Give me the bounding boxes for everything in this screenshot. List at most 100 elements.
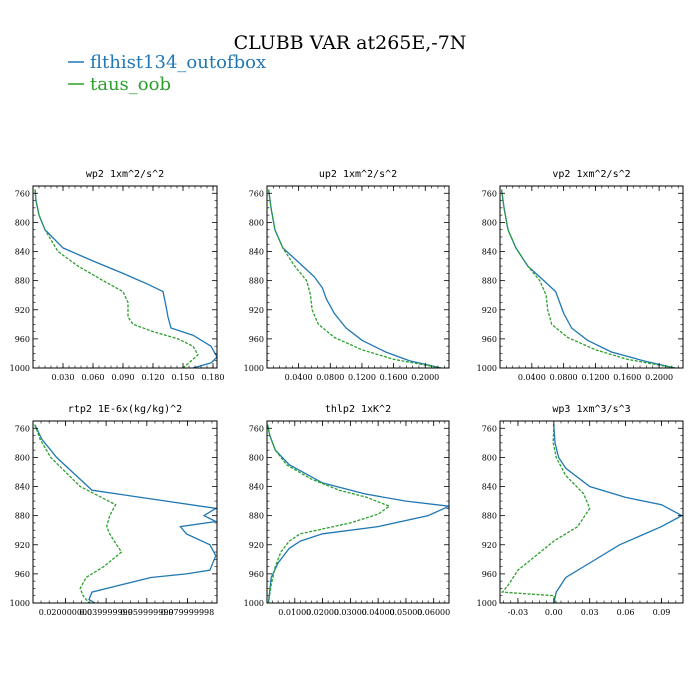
x-tick-label: 0.059999999 <box>120 608 173 617</box>
y-tick-label: 800 <box>482 453 497 462</box>
series-line-wp3-taus-oob <box>501 424 591 603</box>
y-tick-label: 760 <box>249 189 264 198</box>
plot-frame-rtp2 <box>32 420 218 604</box>
y-tick-label: 760 <box>482 189 497 198</box>
panel-title-wp2: wp2 1xm^2/s^2 <box>86 169 164 180</box>
x-tick-label: 0.039999999 <box>79 608 132 617</box>
series-line-wp2-taus-oob <box>34 189 199 368</box>
y-tick-label: 1000 <box>477 599 497 608</box>
x-tick-label: 0.060 <box>82 373 105 382</box>
x-tick-label: 0.0800 <box>316 373 344 382</box>
x-tick-label: 0.01000 <box>278 608 311 617</box>
plot-frame-wp3 <box>499 420 684 604</box>
x-tick-label: 0.02000 <box>306 608 339 617</box>
panels: wp2 1xm^2/s^276080084088092096010000.030… <box>10 169 684 617</box>
y-tick-label: 1000 <box>244 364 264 373</box>
panel-wp2: wp2 1xm^2/s^2 760 800 840 880 920 960 1000 0.030… <box>10 169 225 382</box>
panel-up2: up2 1xm^2/s^2 760 800 840 880 920 960 1000 0.040… <box>244 169 450 382</box>
y-tick-label: 880 <box>482 512 497 521</box>
y-tick-label: 920 <box>15 306 30 315</box>
y-tick-label: 920 <box>482 306 497 315</box>
panel-rtp2: rtp2 1E-6x(kg/kg)^2 760 800 840 880 920 960 100… <box>10 404 218 617</box>
x-tick-label: 0.030 <box>52 373 75 382</box>
y-tick-label: 880 <box>15 512 30 521</box>
panel-vp2: vp2 1xm^2/s^2 760 800 840 880 920 960 1000 0.040… <box>477 169 684 382</box>
series-line-vp2-flthist134-outofbox <box>500 189 676 368</box>
panel-thlp2: thlp2 1xK^2 760 800 840 880 920 960 1000 0.01000… <box>244 404 451 617</box>
x-tick-label: 0.1200 <box>581 373 609 382</box>
plot-frame-thlp2 <box>266 420 450 604</box>
y-tick-label: 920 <box>249 541 264 550</box>
y-tick-label: 800 <box>482 218 497 227</box>
y-tick-label: 800 <box>249 453 264 462</box>
y-tick-label: 760 <box>15 189 30 198</box>
series-line-rtp2-taus-oob <box>34 424 123 603</box>
series-line-thlp2-flthist134-outofbox <box>267 424 449 603</box>
y-tick-label: 840 <box>15 483 30 492</box>
x-tick-label: 0.00 <box>545 608 563 617</box>
x-tick-label: 0.09 <box>653 608 671 617</box>
y-tick-label: 1000 <box>477 364 497 373</box>
y-tick-label: 960 <box>482 335 497 344</box>
x-tick-label: 0.06000 <box>417 608 450 617</box>
legend: flthist134_outofbox taus_oob <box>68 52 266 95</box>
y-tick-label: 840 <box>15 248 30 257</box>
y-tick-label: 1000 <box>244 599 264 608</box>
x-tick-label: -0.03 <box>508 608 529 617</box>
y-tick-label: 800 <box>15 218 30 227</box>
series-line-vp2-taus-oob <box>500 189 676 368</box>
y-tick-label: 920 <box>249 306 264 315</box>
y-tick-label: 840 <box>482 483 497 492</box>
panel-wp3: wp3 1xm^3/s^3 760 800 840 880 920 960 1000 -0.03… <box>477 404 684 617</box>
x-tick-label: 0.090 <box>112 373 135 382</box>
series-line-wp2-flthist134-outofbox <box>34 189 217 368</box>
y-tick-label: 760 <box>482 424 497 433</box>
y-tick-label: 840 <box>249 483 264 492</box>
panel-title-rtp2: rtp2 1E-6x(kg/kg)^2 <box>68 404 182 415</box>
x-tick-label: 0.0400 <box>518 373 546 382</box>
x-tick-label: 0.150 <box>172 373 195 382</box>
x-tick-label: 0.1200 <box>348 373 376 382</box>
y-tick-label: 920 <box>482 541 497 550</box>
y-tick-label: 880 <box>482 277 497 286</box>
figure-title: CLUBB VAR at265E,-7N <box>234 32 467 54</box>
legend-label-flthist134: flthist134_outofbox <box>90 52 266 73</box>
x-tick-label: 0.0400 <box>285 373 313 382</box>
x-tick-label: 0.04000 <box>362 608 395 617</box>
x-tick-label: 0.05000 <box>389 608 422 617</box>
series-line-up2-taus-oob <box>267 189 442 368</box>
y-tick-label: 840 <box>249 248 264 257</box>
x-tick-label: 0.120 <box>142 373 165 382</box>
series-line-rtp2-flthist134-outofbox <box>34 424 217 603</box>
series-line-wp3-flthist134-outofbox <box>553 424 683 603</box>
x-tick-label: 0.03 <box>581 608 599 617</box>
y-tick-label: 800 <box>15 453 30 462</box>
x-tick-label: 0.0800 <box>550 373 578 382</box>
plot-frame-up2 <box>266 185 450 369</box>
y-tick-label: 760 <box>15 424 30 433</box>
panel-title-wp3: wp3 1xm^3/s^3 <box>552 404 630 415</box>
y-tick-label: 960 <box>15 570 30 579</box>
y-tick-label: 1000 <box>10 599 30 608</box>
panel-title-thlp2: thlp2 1xK^2 <box>325 404 391 415</box>
x-tick-label: 0.1600 <box>613 373 641 382</box>
y-tick-label: 880 <box>249 277 264 286</box>
x-tick-label: 0.2000 <box>645 373 673 382</box>
x-tick-label: 0.020000000 <box>39 608 92 617</box>
panel-title-up2: up2 1xm^2/s^2 <box>319 169 397 180</box>
plot-frame-vp2 <box>499 185 684 369</box>
series-line-thlp2-taus-oob <box>267 424 391 603</box>
legend-label-taus-oob: taus_oob <box>90 74 171 95</box>
x-tick-label: 0.03000 <box>334 608 367 617</box>
x-tick-label: 0.079999998 <box>161 608 214 617</box>
y-tick-label: 1000 <box>10 364 30 373</box>
y-tick-label: 880 <box>249 512 264 521</box>
y-tick-label: 960 <box>15 335 30 344</box>
series-line-up2-flthist134-outofbox <box>267 189 442 368</box>
panel-title-vp2: vp2 1xm^2/s^2 <box>552 169 630 180</box>
y-tick-label: 960 <box>249 335 264 344</box>
y-tick-label: 800 <box>249 218 264 227</box>
plot-frame-wp2 <box>32 185 218 369</box>
y-tick-label: 960 <box>482 570 497 579</box>
